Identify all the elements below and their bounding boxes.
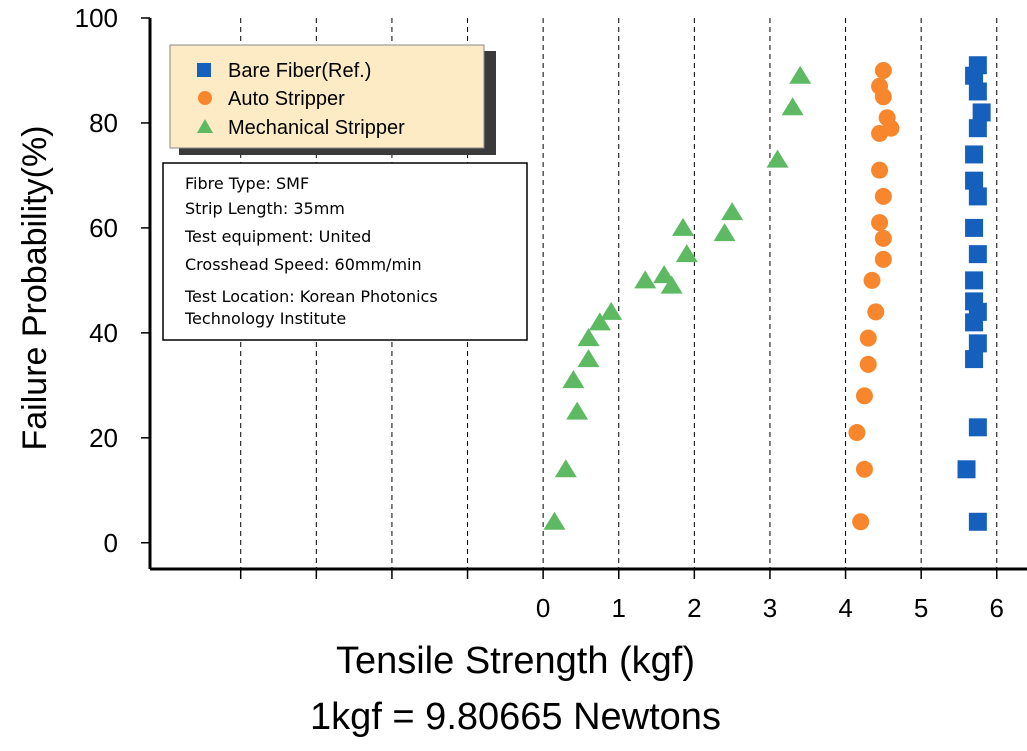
auto-stripper-point: [848, 424, 866, 442]
bare-fiber-point: [965, 271, 984, 290]
auto-stripper-point: [874, 229, 892, 247]
bare-fiber-point: [968, 119, 987, 138]
bare-fiber-point: [968, 187, 987, 206]
y-axis-ticks: 0 20 40 60 80 100: [75, 3, 150, 558]
auto-stripper-point: [874, 187, 892, 205]
legend-box: [169, 44, 485, 149]
bare-fiber-point: [972, 103, 991, 122]
auto-stripper-point: [874, 88, 892, 106]
bare-fiber-point: [965, 145, 984, 164]
test-location-line-2: Technology Institute: [184, 309, 346, 328]
mechanical-stripper-point: [543, 511, 566, 530]
crosshead-speed-line: Crosshead Speed: 60mm/min: [185, 255, 422, 274]
legend-marker-bare-fiber: [197, 63, 211, 77]
bare-fiber-point: [968, 512, 987, 531]
mechanical-stripper-point: [672, 217, 695, 236]
mechanical-stripper-point: [577, 328, 600, 347]
auto-stripper-point: [874, 250, 892, 268]
legend-label-bare-fiber: Bare Fiber(Ref.): [228, 60, 371, 82]
mechanical-stripper-point: [600, 301, 623, 320]
mechanical-stripper-point: [713, 223, 736, 242]
bare-fiber-point: [968, 82, 987, 101]
bare-fiber-point: [968, 334, 987, 353]
y-tick-label: 60: [89, 213, 118, 243]
mechanical-stripper-point: [766, 149, 789, 168]
legend-marker-mechanical-stripper: [197, 119, 213, 133]
strip-length-line: Strip Length: 35mm: [185, 199, 345, 218]
legend: Bare Fiber(Ref.) Auto Stripper Mechanica…: [169, 44, 496, 155]
auto-stripper-point: [871, 214, 889, 232]
x-axis-label: Tensile Strength (kgf): [335, 640, 696, 682]
auto-stripper-point: [859, 355, 877, 373]
x-tick-label: 1: [612, 593, 626, 623]
mechanical-stripper-point: [554, 459, 577, 478]
x-tick-label: 2: [687, 593, 701, 623]
mechanical-stripper-point: [660, 275, 683, 294]
fibre-type-line: Fibre Type: SMF: [185, 174, 309, 193]
bare-fiber-point: [965, 350, 984, 369]
mechanical-stripper-point: [588, 312, 611, 331]
bare-fiber-point: [965, 66, 984, 85]
bare-fiber-point: [965, 313, 984, 332]
legend-label-mechanical-stripper: Mechanical Stripper: [228, 117, 405, 139]
auto-stripper-point: [852, 513, 870, 531]
auto-stripper-point: [867, 303, 885, 321]
bare-fiber-point: [965, 171, 984, 190]
auto-stripper-point: [871, 124, 889, 142]
legend-marker-auto-stripper: [198, 91, 212, 105]
mechanical-stripper-point: [634, 270, 657, 289]
test-location-line: Test Location: Korean Photonics: [184, 287, 438, 306]
auto-stripper-point: [871, 161, 889, 179]
test-conditions-border: [162, 162, 528, 341]
bare-fiber-point: [957, 460, 976, 479]
auto-stripper-point: [855, 460, 873, 478]
y-axis-label: Failure Probability(%): [16, 126, 54, 451]
x-axis-ticks: 0 1 2 3 4 5 6: [239, 569, 1004, 623]
unit-conversion-note: 1kgf = 9.80665 Newtons: [310, 696, 721, 738]
mechanical-stripper-point: [562, 370, 585, 389]
x-tick-label: 0: [536, 593, 550, 623]
bare-fiber-point: [965, 218, 984, 237]
mechanical-stripper-point: [721, 202, 744, 221]
x-tick-label: 5: [914, 593, 928, 623]
x-tick-label: 3: [763, 593, 777, 623]
test-equipment-line: Test equipment: United: [184, 227, 371, 246]
y-tick-label: 40: [89, 318, 118, 348]
mechanical-stripper-point: [577, 349, 600, 368]
bare-fiber-point: [968, 245, 987, 264]
mechanical-stripper-point: [566, 401, 589, 420]
data-points: [543, 56, 991, 531]
mechanical-stripper-point: [789, 65, 812, 84]
y-tick-label: 0: [104, 528, 118, 558]
auto-stripper-point: [874, 61, 892, 79]
auto-stripper-point: [863, 271, 881, 289]
mechanical-stripper-point: [781, 97, 804, 116]
auto-stripper-point: [859, 329, 877, 347]
y-tick-label: 20: [89, 423, 118, 453]
y-tick-label: 100: [75, 3, 118, 33]
bare-fiber-point: [968, 418, 987, 437]
mechanical-stripper-point: [675, 244, 698, 263]
y-tick-label: 80: [89, 108, 118, 138]
mechanical-stripper-point: [653, 265, 676, 284]
legend-label-auto-stripper: Auto Stripper: [228, 88, 345, 110]
x-tick-label: 4: [838, 593, 852, 623]
x-tick-label: 6: [990, 593, 1004, 623]
auto-stripper-point: [855, 387, 873, 405]
plot-axes: [148, 18, 1027, 571]
test-conditions-box: Fibre Type: SMF Strip Length: 35mm Test …: [162, 162, 528, 341]
